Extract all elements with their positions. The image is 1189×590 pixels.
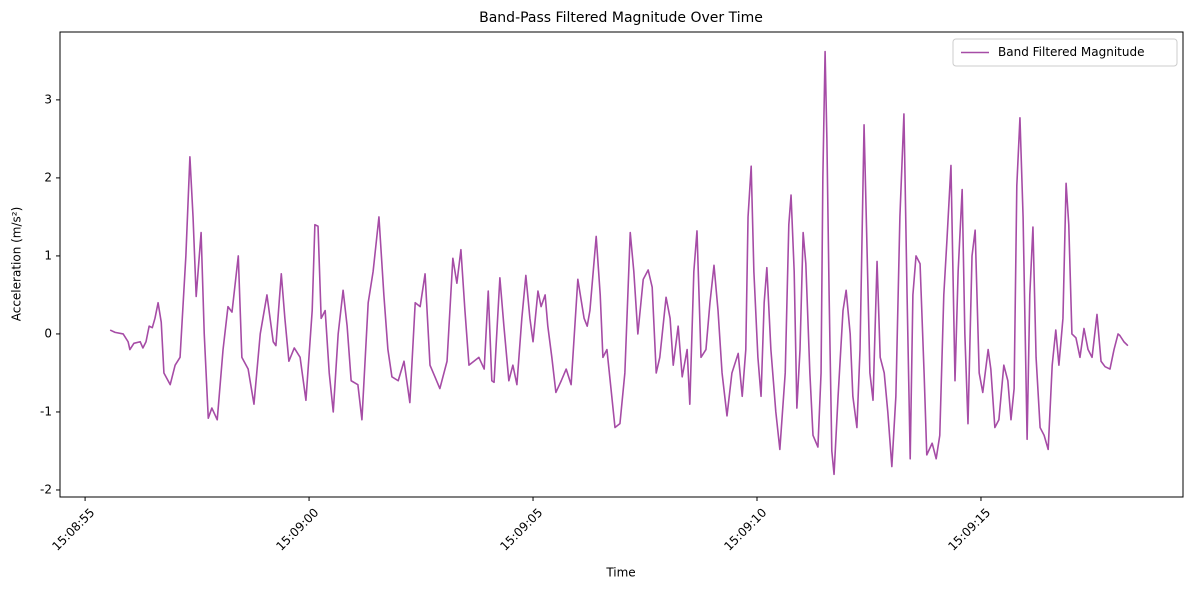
y-tick-label: -2 [40,482,52,496]
plot-frame [59,31,1184,498]
y-tick-label: 0 [44,326,52,340]
legend-box [952,38,1178,67]
x-tick-label: 15:09:05 [497,505,545,553]
y-axis-label: Acceleration (m/s²) [10,207,24,322]
legend-label: Band Filtered Magnitude [998,45,1144,59]
y-tick-label: 1 [44,248,52,262]
y-tick-label: 3 [44,92,52,106]
y-tick-label: 2 [44,170,52,184]
x-tick-label: 15:08:55 [49,505,97,553]
data-line [109,50,1129,476]
x-tick-label: 15:09:00 [273,505,321,553]
x-tick-label: 15:09:15 [945,505,993,553]
y-tick-label: -1 [40,404,52,418]
x-tick-label: 15:09:10 [721,505,769,553]
x-axis-label: Time [605,566,635,580]
chart-title: Band-Pass Filtered Magnitude Over Time [479,10,763,26]
